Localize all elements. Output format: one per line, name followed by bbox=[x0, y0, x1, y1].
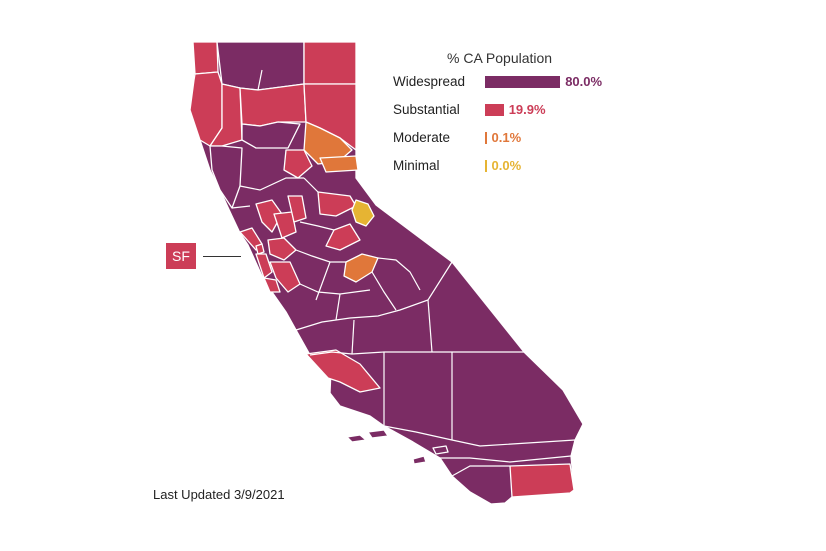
county-borders bbox=[231, 69, 576, 477]
legend-row: Minimal 0.0% bbox=[393, 152, 552, 180]
county-santa-cruz bbox=[263, 277, 281, 293]
legend-bar bbox=[485, 76, 561, 88]
sf-callout-line bbox=[203, 256, 241, 257]
legend-row: Moderate 0.1% bbox=[393, 124, 552, 152]
county-el-dorado bbox=[317, 191, 357, 217]
legend: % CA Population Widespread 80.0% Substanti… bbox=[393, 48, 602, 180]
legend-label: Widespread bbox=[393, 74, 466, 89]
county-imperial bbox=[509, 463, 575, 498]
legend-bar bbox=[485, 104, 504, 116]
legend-rows: Widespread 80.0% Substantial 19.9% Moderate 0… bbox=[393, 68, 602, 180]
sf-callout-label: SF bbox=[166, 243, 196, 269]
county-solano bbox=[273, 211, 297, 239]
legend-row: Substantial 19.9% bbox=[393, 96, 552, 124]
county-mendocino bbox=[209, 145, 243, 209]
legend-value: 0.0% bbox=[491, 158, 522, 173]
county-shasta bbox=[239, 83, 307, 127]
legend-row: Widespread 80.0% bbox=[393, 68, 602, 96]
county-siskiyou bbox=[216, 41, 305, 91]
county-sacramento bbox=[287, 195, 307, 223]
county-tuolumne bbox=[325, 223, 361, 251]
county-sierra bbox=[319, 155, 359, 173]
county-butte bbox=[283, 149, 313, 179]
county-santa-clara bbox=[269, 261, 301, 293]
county-alameda bbox=[267, 237, 297, 261]
last-updated-text: Last Updated 3/9/2021 bbox=[153, 487, 285, 502]
county-tehama bbox=[241, 121, 301, 149]
legend-bar bbox=[485, 132, 487, 144]
legend-value: 80.0% bbox=[565, 74, 603, 89]
county-alpine bbox=[351, 199, 375, 227]
county-san-mateo bbox=[255, 253, 273, 279]
legend-label: Minimal bbox=[393, 158, 440, 173]
legend-bar bbox=[485, 160, 487, 172]
legend-label: Moderate bbox=[393, 130, 451, 145]
legend-label: Substantial bbox=[393, 102, 460, 117]
county-modoc bbox=[303, 41, 357, 85]
legend-value: 19.9% bbox=[508, 102, 546, 117]
channel-islands bbox=[346, 429, 449, 465]
legend-value: 0.1% bbox=[491, 130, 522, 145]
county-del-norte bbox=[192, 41, 219, 75]
legend-title: % CA Population bbox=[447, 50, 553, 66]
county-san-francisco bbox=[255, 243, 265, 255]
